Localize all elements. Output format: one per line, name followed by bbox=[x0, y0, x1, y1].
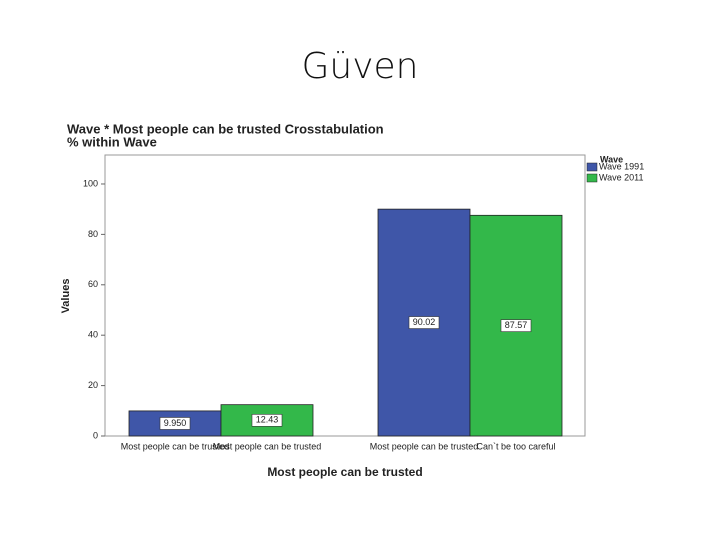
x-tick-label: Can`t be too careful bbox=[476, 441, 555, 451]
value-label-box bbox=[408, 316, 440, 329]
y-tick-label: 80 bbox=[88, 229, 98, 239]
y-tick-label: 0 bbox=[93, 430, 98, 440]
legend-title: Wave bbox=[600, 154, 623, 164]
y-tick-label: 60 bbox=[88, 279, 98, 289]
value-label: 90.02 bbox=[413, 317, 436, 327]
y-tick-label: 20 bbox=[88, 380, 98, 390]
x-tick-label: Most people can be trusted bbox=[121, 441, 230, 451]
y-tick-label: 100 bbox=[83, 178, 98, 188]
y-tick-label: 40 bbox=[88, 330, 98, 340]
value-label-box bbox=[251, 414, 283, 427]
x-tick-label: Most people can be trusted bbox=[370, 441, 479, 451]
value-label-box bbox=[500, 319, 532, 332]
x-tick-label: Most people can be trusted bbox=[213, 441, 322, 451]
legend-label: Wave 2011 bbox=[599, 172, 644, 182]
legend-swatch bbox=[586, 173, 598, 183]
value-label: 9.950 bbox=[164, 418, 187, 428]
x-axis-title: Most people can be trusted bbox=[267, 465, 422, 479]
value-label: 87.57 bbox=[505, 320, 528, 330]
value-label-box bbox=[159, 417, 191, 430]
chart-title: Wave * Most people can be trusted Crosst… bbox=[67, 121, 384, 136]
value-label: 12.43 bbox=[256, 415, 279, 425]
plot-frame bbox=[104, 154, 586, 437]
legend-swatch bbox=[586, 162, 598, 172]
chart-subtitle: % within Wave bbox=[67, 134, 157, 149]
y-axis-title: Values bbox=[60, 279, 72, 314]
slide-title: Güven bbox=[302, 46, 419, 87]
legend-label: Wave 1991 bbox=[599, 161, 644, 171]
